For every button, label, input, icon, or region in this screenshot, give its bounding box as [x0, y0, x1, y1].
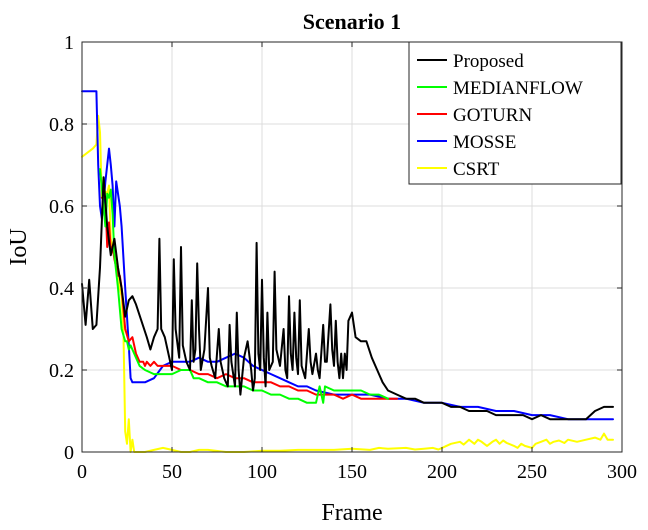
- x-axis-label: Frame: [321, 500, 382, 525]
- x-tick-label: 150: [337, 461, 367, 483]
- y-tick-label: 0: [64, 442, 74, 464]
- legend: Proposed MEDIANFLOW GOTURN MOSSE CSRT: [408, 41, 622, 185]
- chart-title: Scenario 1: [303, 9, 401, 34]
- x-tick-label: 200: [427, 461, 457, 483]
- x-tick-label: 50: [162, 461, 182, 483]
- x-tick-label: 250: [517, 461, 547, 483]
- series-line-proposed: [81, 176, 614, 421]
- x-tick-label: 300: [607, 461, 637, 483]
- y-axis-ticks: 0 0.2 0.4 0.6 0.8 1: [49, 32, 622, 464]
- y-tick-label: 0.2: [49, 360, 74, 382]
- y-tick-label: 0.4: [49, 278, 74, 300]
- series-layer: [81, 90, 614, 453]
- y-tick-label: 1: [64, 32, 74, 54]
- legend-label-mosse: MOSSE: [453, 132, 516, 153]
- legend-label-goturn: GOTURN: [453, 105, 532, 126]
- x-axis-ticks: 0 50 100 150 200 250 300: [77, 42, 637, 483]
- series-line-medianflow: [99, 168, 389, 404]
- y-axis-label: IoU: [6, 228, 32, 265]
- y-tick-label: 0.6: [49, 196, 74, 218]
- x-tick-label: 0: [77, 461, 87, 483]
- y-tick-label: 0.8: [49, 114, 74, 136]
- legend-label-csrt: CSRT: [453, 159, 500, 180]
- legend-label-medianflow: MEDIANFLOW: [453, 78, 583, 99]
- legend-label-proposed: Proposed: [453, 51, 524, 72]
- x-tick-label: 100: [247, 461, 277, 483]
- series-line-mosse: [81, 90, 614, 421]
